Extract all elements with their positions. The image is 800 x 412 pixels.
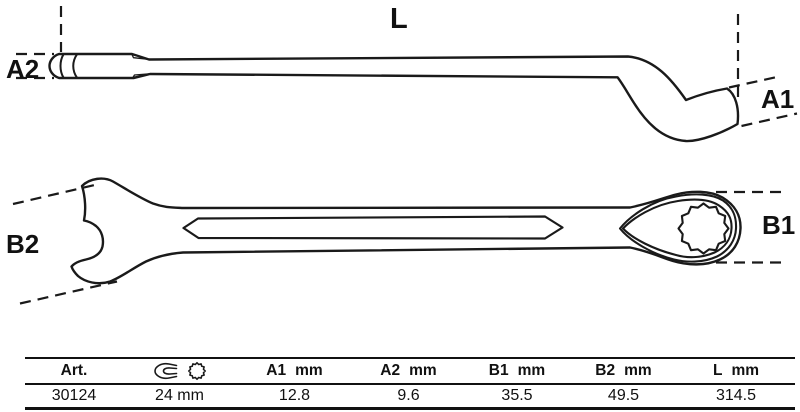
wrench-side-view bbox=[48, 52, 740, 143]
header-cell-wrench-type bbox=[123, 360, 236, 382]
ring-spanner-icon bbox=[187, 361, 206, 381]
dimension-label-a1: A1 bbox=[761, 84, 795, 114]
dimension-label-b2: B2 bbox=[6, 229, 40, 259]
spec-table-header-row: Art. A1 mm A2 mm B1 mm bbox=[25, 359, 795, 385]
header-cell-b1: B1 mm bbox=[464, 362, 570, 380]
dimension-label-length: L bbox=[390, 3, 408, 35]
header-unit-a2: mm bbox=[409, 362, 437, 379]
cell-a1-value: 12.8 bbox=[278, 387, 311, 404]
wrench-top-view bbox=[70, 177, 742, 285]
cell-b1-value: 35.5 bbox=[501, 387, 533, 404]
header-cell-a2: A2 mm bbox=[353, 362, 464, 380]
dimension-label-a2: A2 bbox=[6, 54, 40, 84]
header-label-b1: B1 bbox=[488, 362, 509, 379]
header-label-length: L bbox=[712, 362, 723, 379]
header-label-art: Art. bbox=[60, 362, 88, 379]
a1-extension-line-top bbox=[728, 75, 780, 89]
spec-table: Art. A1 mm A2 mm B1 mm bbox=[25, 357, 795, 410]
header-label-a2: A2 bbox=[380, 362, 401, 379]
header-cell-art: Art. bbox=[25, 362, 123, 380]
handle-recess-slot bbox=[182, 215, 564, 240]
side-view-dimension-lines bbox=[16, 6, 798, 128]
ring-boss-inner-curve-inner bbox=[621, 198, 733, 259]
b2-extension-line-top bbox=[12, 183, 98, 206]
side-view-outline bbox=[48, 52, 740, 143]
open-jaw-tip-curves bbox=[59, 53, 78, 79]
spec-table-data-row: 30124 24 mm 12.8 9.6 35.5 49.5 314.5 bbox=[25, 385, 795, 407]
header-label-a1: A1 bbox=[266, 362, 287, 379]
cell-article-number: 30124 bbox=[51, 387, 97, 404]
ring-boss-inner-curve-outer bbox=[618, 193, 738, 263]
header-cell-b2: B2 mm bbox=[570, 362, 677, 380]
cell-a2-value: 9.6 bbox=[397, 387, 420, 404]
header-unit-length: mm bbox=[731, 362, 760, 379]
head-shaft-step-notches bbox=[131, 53, 150, 79]
ring-bihex-profile bbox=[677, 202, 730, 255]
cell-b2-value: 49.5 bbox=[607, 387, 640, 404]
b2-extension-line-bottom bbox=[19, 280, 118, 305]
header-label-b2: B2 bbox=[595, 362, 616, 379]
header-unit-b2: mm bbox=[624, 362, 652, 379]
top-view-dimension-lines bbox=[12, 183, 781, 305]
cell-size: 24 mm bbox=[155, 387, 204, 404]
cell-length-value: 314.5 bbox=[715, 387, 757, 404]
header-unit-b1: mm bbox=[517, 362, 546, 379]
technical-drawing bbox=[12, 6, 798, 305]
a1-extension-line-bottom bbox=[741, 112, 798, 128]
dimension-label-b1: B1 bbox=[762, 210, 796, 240]
header-unit-a1: mm bbox=[295, 362, 323, 379]
header-cell-length: L mm bbox=[677, 362, 795, 380]
header-cell-a1: A1 mm bbox=[236, 362, 353, 380]
open-end-wrench-icon bbox=[153, 362, 177, 380]
